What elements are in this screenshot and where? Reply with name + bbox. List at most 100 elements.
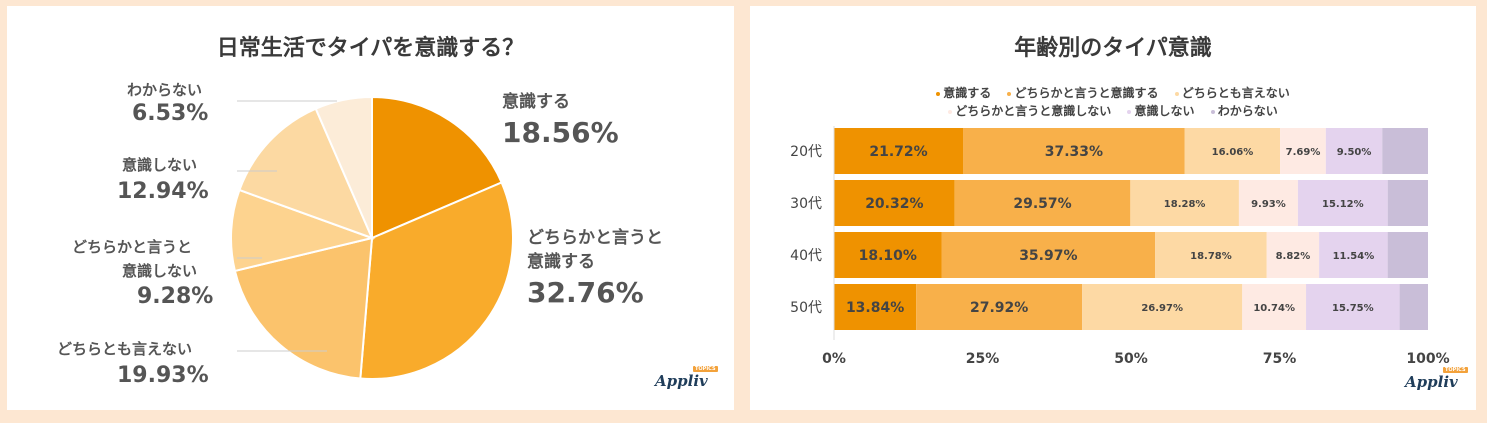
label-dochira-shinai-value: 9.28% <box>137 284 214 309</box>
bar-segment <box>1387 232 1428 278</box>
label-dochira-shinai-name2: 意識しない <box>122 262 198 280</box>
label-wakaranai-name: わからない <box>127 81 203 99</box>
logo-badge: TOPICS <box>693 366 718 372</box>
legend-swatch <box>948 109 953 114</box>
bar-segment <box>916 284 1083 330</box>
pie-slice <box>238 107 374 240</box>
x-tick-label: 50% <box>1114 351 1148 367</box>
data-label: 16.06% <box>1212 147 1254 158</box>
pie-slice <box>230 188 376 273</box>
bar-segment <box>954 180 1131 226</box>
label-ishikisuru-name: 意識する <box>502 92 570 112</box>
data-label: 35.97% <box>1019 248 1077 264</box>
pie-chart <box>230 95 514 380</box>
category-label: 20代 <box>790 144 822 160</box>
pie-slice <box>371 95 503 240</box>
bar-segment <box>1266 232 1320 278</box>
bar-segment <box>834 128 964 174</box>
bar-segment <box>1319 232 1388 278</box>
bar-segment <box>1399 284 1428 330</box>
data-label: 21.72% <box>869 144 927 160</box>
x-tick-label: 75% <box>1263 351 1297 367</box>
legend-item: 意識しない <box>1127 102 1195 119</box>
legend-item: 意識する <box>936 84 991 101</box>
logo-badge: TOPICS <box>1443 367 1468 373</box>
bar-segment <box>941 232 1156 278</box>
category-label: 30代 <box>790 196 822 212</box>
data-label: 15.12% <box>1322 199 1364 210</box>
data-label: 18.10% <box>859 248 917 264</box>
data-label: 8.82% <box>1276 251 1311 262</box>
data-label: 15.75% <box>1332 303 1374 314</box>
label-dochiratomo-name: どちらとも言えない <box>57 340 193 358</box>
legend-label: 意識する <box>943 86 992 100</box>
legend-item: どちらとも言えない <box>1174 84 1290 101</box>
applivlogo-right: Appliv TOPICS <box>1405 367 1468 391</box>
data-label: 18.78% <box>1190 251 1232 262</box>
legend-swatch <box>1210 109 1215 114</box>
data-label: 9.93% <box>1251 199 1286 210</box>
label-dochira-suru-name1: どちらかと言うと <box>527 228 663 248</box>
bar-segment <box>1130 180 1239 226</box>
applivlogo-left: Appliv TOPICS <box>655 366 718 390</box>
data-label: 7.69% <box>1286 147 1321 158</box>
bar-chart: 20代 21.72% 37.33% 16.06% 7.69% 9.50% 30代 20.32%… <box>790 126 1450 367</box>
legend-label: どちらとも言えない <box>1181 86 1290 100</box>
legend-swatch <box>1007 91 1012 96</box>
label-ishikisuru-value: 18.56% <box>502 116 619 149</box>
label-ishikishinai-name: 意識しない <box>122 156 198 174</box>
bar-segment <box>834 284 917 330</box>
data-label: 13.84% <box>846 300 904 316</box>
bar-segment <box>1306 284 1400 330</box>
label-ishikishinai-value: 12.94% <box>117 179 209 204</box>
data-label: 18.28% <box>1164 199 1206 210</box>
category-label: 40代 <box>790 248 822 264</box>
legend-swatch <box>1127 109 1132 114</box>
pie-slice <box>359 181 514 380</box>
bar-segment <box>1382 128 1428 174</box>
x-tick-label: 100% <box>1406 351 1449 367</box>
legend-row-2: どちらかと言うと意識しない 意識しない わからない <box>750 102 1476 119</box>
data-label: 20.32% <box>865 196 923 212</box>
pie-chart-panel: 日常生活でタイパを意識する？ わからない 6.53% 意識しない 12.94% … <box>7 6 734 410</box>
x-tick-label: 25% <box>966 351 1000 367</box>
label-dochiratomo-value: 19.93% <box>117 363 209 388</box>
legend-label: どちらかと言うと意識する <box>1014 86 1159 100</box>
data-label: 37.33% <box>1045 144 1103 160</box>
data-label: 26.97% <box>1141 303 1183 314</box>
bar-segment <box>1082 284 1243 330</box>
category-label: 50代 <box>790 300 822 316</box>
bar-segment <box>834 232 942 278</box>
bar-chart-panel: 年齢別のタイパ意識 意識する どちらかと言うと意識する どちらとも言えない どち… <box>750 6 1476 410</box>
legend-item: どちらかと言うと意識しない <box>948 102 1111 119</box>
bar-segment <box>1238 180 1298 226</box>
legend-label: わからない <box>1217 104 1278 118</box>
bar-chart-title: 年齢別のタイパ意識 <box>1014 36 1212 61</box>
data-label: 9.50% <box>1337 147 1372 158</box>
logo-text: Appliv <box>1405 373 1458 391</box>
x-tick-label: 0% <box>822 351 846 367</box>
legend-item: どちらかと言うと意識する <box>1007 84 1159 101</box>
bar-segment <box>1387 180 1428 226</box>
legend-label: 意識しない <box>1134 104 1195 118</box>
legend-row-1: 意識する どちらかと言うと意識する どちらとも言えない <box>750 84 1476 101</box>
bar-segment <box>1155 232 1267 278</box>
legend-label: どちらかと言うと意識しない <box>955 104 1112 118</box>
pie-slice <box>314 95 373 239</box>
data-label: 10.74% <box>1253 303 1295 314</box>
label-dochira-shinai-name1: どちらかと言うと <box>72 238 193 256</box>
bar-segment <box>1280 128 1326 174</box>
legend-item: わからない <box>1210 102 1278 119</box>
bar-segment <box>1297 180 1388 226</box>
logo-text: Appliv <box>655 372 708 390</box>
pie-chart-title: 日常生活でタイパを意識する？ <box>216 36 525 61</box>
label-dochira-suru-name2: 意識する <box>527 252 595 272</box>
legend-swatch <box>936 91 941 96</box>
legend-swatch <box>1174 91 1179 96</box>
bar-segment <box>1242 284 1307 330</box>
label-dochira-suru-value: 32.76% <box>527 276 644 309</box>
data-label: 27.92% <box>970 300 1028 316</box>
bar-segment <box>963 128 1185 174</box>
bar-segment <box>834 180 955 226</box>
pie-slice <box>233 236 374 380</box>
